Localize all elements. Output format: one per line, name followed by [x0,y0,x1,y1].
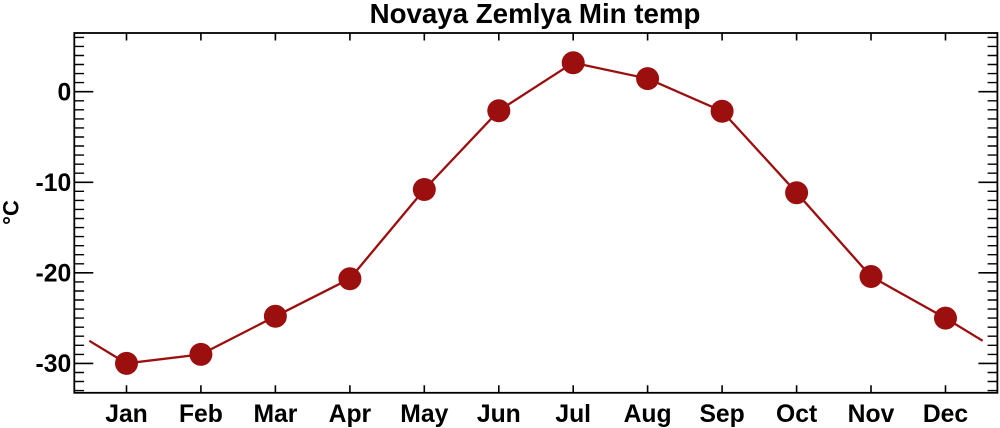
svg-text:-10: -10 [36,170,72,197]
svg-text:Novaya Zemlya Min temp: Novaya Zemlya Min temp [370,0,701,29]
svg-text:Oct: Oct [776,401,817,428]
svg-text:Aug: Aug [624,401,672,428]
svg-text:Mar: Mar [253,401,297,428]
svg-text:May: May [400,401,448,428]
svg-text:Jun: Jun [477,401,521,428]
svg-text:Feb: Feb [179,401,223,428]
svg-text:Nov: Nov [848,401,895,428]
svg-text:-30: -30 [36,351,72,378]
svg-text:Apr: Apr [329,401,372,428]
svg-text:-20: -20 [36,261,72,288]
svg-text:°C: °C [0,200,24,225]
svg-text:0: 0 [57,80,71,107]
svg-text:Jan: Jan [105,401,148,428]
svg-text:Jul: Jul [555,401,591,428]
svg-text:Sep: Sep [699,401,744,428]
svg-text:Dec: Dec [923,401,968,428]
